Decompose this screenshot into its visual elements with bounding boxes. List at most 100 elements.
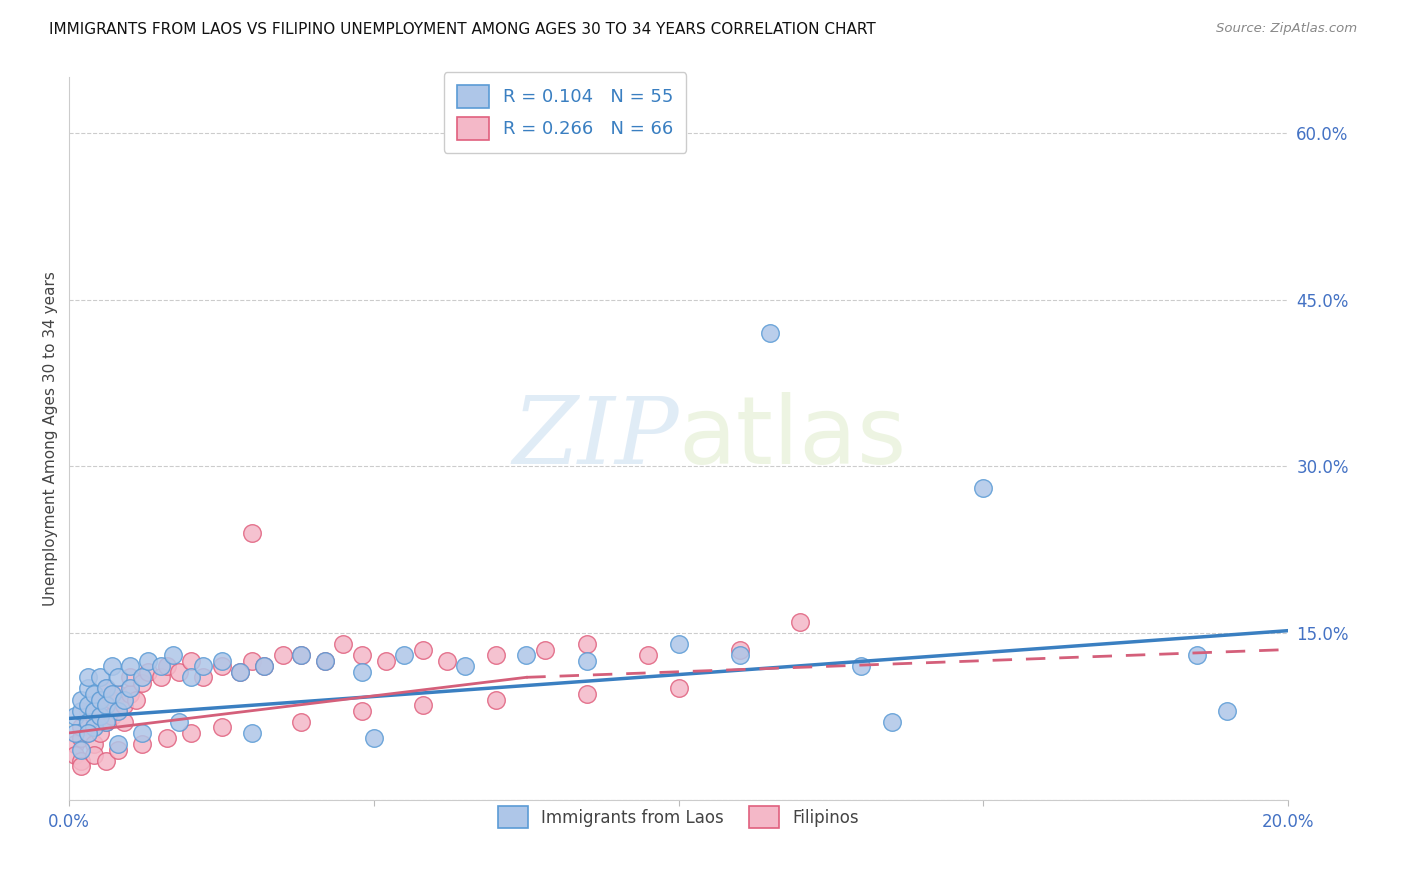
Text: IMMIGRANTS FROM LAOS VS FILIPINO UNEMPLOYMENT AMONG AGES 30 TO 34 YEARS CORRELAT: IMMIGRANTS FROM LAOS VS FILIPINO UNEMPLO… — [49, 22, 876, 37]
Point — [668, 637, 690, 651]
Point — [94, 698, 117, 712]
Y-axis label: Unemployment Among Ages 30 to 34 years: Unemployment Among Ages 30 to 34 years — [44, 271, 58, 606]
Point — [83, 748, 105, 763]
Point — [94, 681, 117, 696]
Point — [637, 648, 659, 662]
Point — [728, 648, 751, 662]
Point — [83, 687, 105, 701]
Point — [70, 731, 93, 746]
Point — [211, 654, 233, 668]
Point — [120, 687, 142, 701]
Point — [112, 714, 135, 729]
Point — [759, 326, 782, 340]
Point — [271, 648, 294, 662]
Point — [533, 642, 555, 657]
Point — [229, 665, 252, 679]
Point — [162, 648, 184, 662]
Point — [83, 737, 105, 751]
Point — [131, 670, 153, 684]
Point — [290, 648, 312, 662]
Point — [107, 704, 129, 718]
Point — [89, 692, 111, 706]
Point — [454, 659, 477, 673]
Point — [101, 659, 124, 673]
Point — [880, 714, 903, 729]
Text: Source: ZipAtlas.com: Source: ZipAtlas.com — [1216, 22, 1357, 36]
Point — [290, 714, 312, 729]
Point — [149, 670, 172, 684]
Point — [101, 692, 124, 706]
Text: atlas: atlas — [679, 392, 907, 484]
Point — [65, 737, 87, 751]
Point — [120, 670, 142, 684]
Point — [576, 654, 599, 668]
Point — [240, 654, 263, 668]
Point — [412, 642, 434, 657]
Point — [83, 720, 105, 734]
Point — [70, 704, 93, 718]
Point — [138, 665, 160, 679]
Point — [131, 676, 153, 690]
Point — [789, 615, 811, 629]
Point — [107, 704, 129, 718]
Point — [350, 665, 373, 679]
Point — [290, 648, 312, 662]
Point — [180, 726, 202, 740]
Point — [76, 726, 98, 740]
Point — [668, 681, 690, 696]
Point — [76, 698, 98, 712]
Point — [76, 714, 98, 729]
Point — [138, 654, 160, 668]
Point — [89, 670, 111, 684]
Point — [211, 659, 233, 673]
Point — [180, 670, 202, 684]
Point — [112, 692, 135, 706]
Point — [120, 681, 142, 696]
Point — [107, 687, 129, 701]
Point — [70, 692, 93, 706]
Point — [94, 714, 117, 729]
Point — [70, 754, 93, 768]
Point — [394, 648, 416, 662]
Point — [851, 659, 873, 673]
Point — [229, 665, 252, 679]
Point — [436, 654, 458, 668]
Point — [972, 482, 994, 496]
Point — [76, 726, 98, 740]
Point — [211, 720, 233, 734]
Point — [107, 737, 129, 751]
Point — [240, 726, 263, 740]
Point — [193, 659, 215, 673]
Point — [314, 654, 336, 668]
Point — [89, 726, 111, 740]
Point — [76, 714, 98, 729]
Point — [131, 737, 153, 751]
Point — [332, 637, 354, 651]
Text: ZIP: ZIP — [512, 393, 679, 483]
Point — [89, 692, 111, 706]
Legend: Immigrants from Laos, Filipinos: Immigrants from Laos, Filipinos — [492, 800, 866, 835]
Point — [65, 748, 87, 763]
Point — [363, 731, 385, 746]
Point — [94, 714, 117, 729]
Point — [65, 709, 87, 723]
Point — [120, 659, 142, 673]
Point — [515, 648, 537, 662]
Point — [485, 648, 508, 662]
Point — [167, 665, 190, 679]
Point — [107, 670, 129, 684]
Point — [240, 525, 263, 540]
Point — [94, 681, 117, 696]
Point — [83, 704, 105, 718]
Point — [125, 692, 148, 706]
Point — [83, 709, 105, 723]
Point — [112, 698, 135, 712]
Point — [350, 648, 373, 662]
Point — [180, 654, 202, 668]
Point — [576, 687, 599, 701]
Point — [375, 654, 398, 668]
Point — [485, 692, 508, 706]
Point — [89, 709, 111, 723]
Point — [76, 704, 98, 718]
Point — [1185, 648, 1208, 662]
